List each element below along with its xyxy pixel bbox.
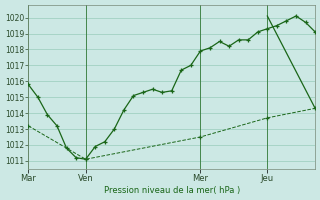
- X-axis label: Pression niveau de la mer( hPa ): Pression niveau de la mer( hPa ): [104, 186, 240, 195]
